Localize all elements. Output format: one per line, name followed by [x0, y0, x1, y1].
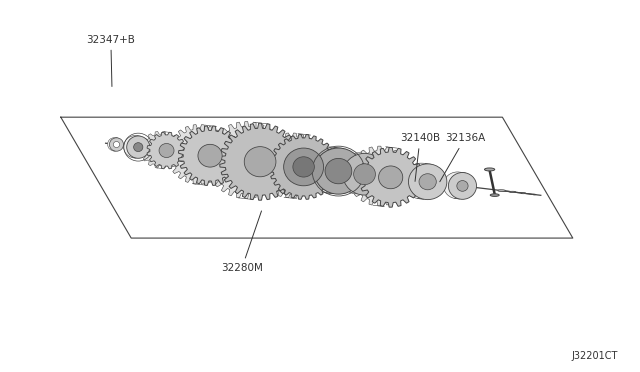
Ellipse shape: [509, 191, 515, 193]
Text: 32136A: 32136A: [440, 133, 485, 182]
Ellipse shape: [378, 166, 403, 189]
Polygon shape: [167, 125, 230, 184]
Ellipse shape: [402, 163, 440, 199]
Ellipse shape: [532, 194, 536, 195]
Ellipse shape: [293, 157, 314, 177]
Ellipse shape: [108, 138, 122, 151]
Text: 32140B: 32140B: [400, 133, 440, 182]
Polygon shape: [206, 122, 287, 199]
Polygon shape: [141, 131, 180, 168]
Ellipse shape: [305, 147, 354, 193]
Ellipse shape: [354, 164, 376, 185]
Ellipse shape: [290, 154, 317, 180]
Text: 32280M: 32280M: [221, 211, 262, 273]
Polygon shape: [220, 123, 300, 200]
Text: 32347+B: 32347+B: [86, 35, 135, 87]
Polygon shape: [179, 126, 242, 186]
Ellipse shape: [314, 148, 363, 194]
Ellipse shape: [124, 135, 147, 158]
Polygon shape: [269, 135, 338, 199]
Ellipse shape: [113, 141, 120, 148]
Ellipse shape: [198, 144, 222, 167]
Text: J32201CT: J32201CT: [572, 351, 618, 361]
Ellipse shape: [127, 136, 150, 158]
Ellipse shape: [244, 147, 276, 177]
Polygon shape: [359, 147, 422, 207]
Ellipse shape: [159, 144, 174, 157]
Ellipse shape: [449, 173, 477, 199]
Ellipse shape: [490, 194, 499, 196]
Ellipse shape: [444, 172, 472, 199]
Ellipse shape: [484, 168, 495, 171]
Ellipse shape: [134, 142, 143, 151]
Ellipse shape: [338, 153, 381, 195]
Polygon shape: [147, 132, 186, 169]
Ellipse shape: [284, 148, 324, 186]
Ellipse shape: [521, 193, 525, 194]
Polygon shape: [348, 146, 411, 206]
Ellipse shape: [109, 138, 124, 151]
Ellipse shape: [457, 180, 468, 191]
Ellipse shape: [498, 190, 506, 192]
Ellipse shape: [419, 174, 436, 190]
Ellipse shape: [343, 153, 387, 195]
Polygon shape: [257, 133, 325, 198]
Ellipse shape: [325, 158, 352, 184]
Ellipse shape: [408, 164, 447, 200]
